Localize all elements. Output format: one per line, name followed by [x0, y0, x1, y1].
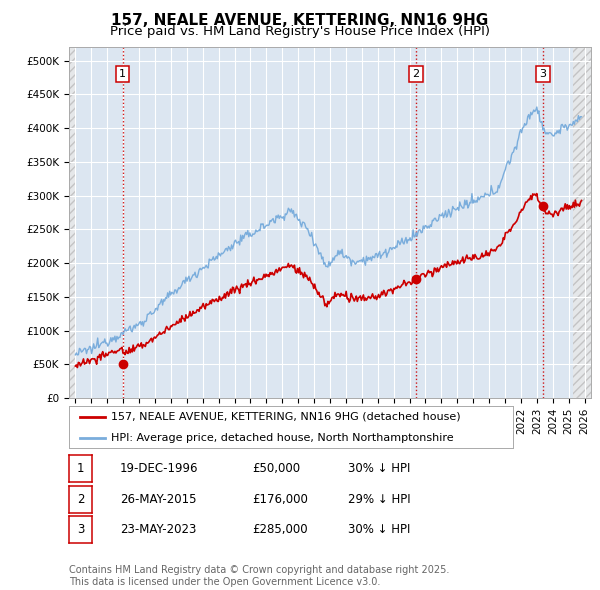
Text: £176,000: £176,000: [252, 493, 308, 506]
Text: 23-MAY-2023: 23-MAY-2023: [120, 523, 196, 536]
Text: 1: 1: [119, 69, 126, 79]
Text: 3: 3: [77, 523, 84, 536]
Text: 157, NEALE AVENUE, KETTERING, NN16 9HG: 157, NEALE AVENUE, KETTERING, NN16 9HG: [112, 13, 488, 28]
Text: 3: 3: [539, 69, 547, 79]
Text: 29% ↓ HPI: 29% ↓ HPI: [348, 493, 410, 506]
Text: 19-DEC-1996: 19-DEC-1996: [120, 462, 199, 475]
Text: 2: 2: [412, 69, 419, 79]
Text: 1: 1: [77, 462, 84, 475]
Bar: [574, 47, 591, 398]
Text: 157, NEALE AVENUE, KETTERING, NN16 9HG (detached house): 157, NEALE AVENUE, KETTERING, NN16 9HG (…: [111, 412, 461, 421]
Text: 30% ↓ HPI: 30% ↓ HPI: [348, 523, 410, 536]
Text: £50,000: £50,000: [252, 462, 300, 475]
Text: Price paid vs. HM Land Registry's House Price Index (HPI): Price paid vs. HM Land Registry's House …: [110, 25, 490, 38]
Bar: [69, 47, 76, 398]
Text: 2: 2: [77, 493, 84, 506]
Text: Contains HM Land Registry data © Crown copyright and database right 2025.
This d: Contains HM Land Registry data © Crown c…: [69, 565, 449, 587]
Text: £285,000: £285,000: [252, 523, 308, 536]
Text: 30% ↓ HPI: 30% ↓ HPI: [348, 462, 410, 475]
Text: HPI: Average price, detached house, North Northamptonshire: HPI: Average price, detached house, Nort…: [111, 433, 454, 442]
Text: 26-MAY-2015: 26-MAY-2015: [120, 493, 197, 506]
